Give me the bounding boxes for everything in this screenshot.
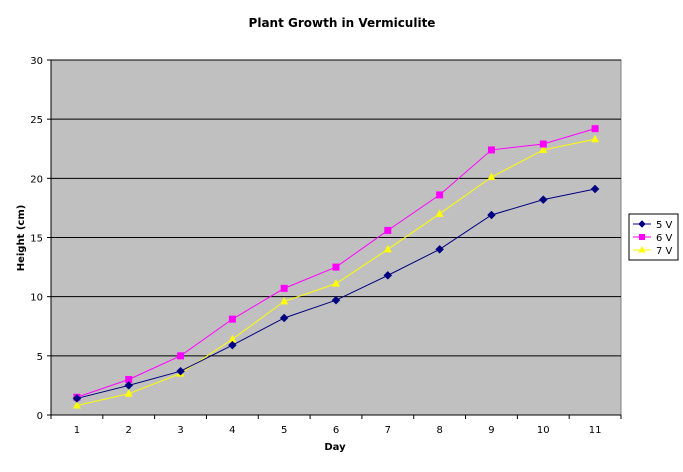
data-point-5v [72, 394, 82, 403]
data-point-7v [539, 145, 548, 153]
data-point-5v [279, 313, 289, 323]
x-tick-label: 4 [229, 425, 235, 436]
y-tick-label: 25 [30, 115, 43, 126]
data-point-6v [280, 284, 288, 292]
y-tick-label: 30 [30, 56, 43, 67]
y-tick-label: 15 [30, 234, 43, 245]
x-tick-label: 3 [177, 425, 183, 436]
x-tick-label: 1 [74, 425, 80, 436]
data-point-5v [228, 340, 237, 350]
data-point-6v [436, 191, 444, 199]
y-tick-label: 0 [37, 411, 43, 422]
data-point-6v [177, 352, 185, 360]
plot-area: 0 5 10 15 20 25 30 1 2 3 4 5 6 7 8 9 10 11 [30, 56, 622, 436]
x-tick-label: 10 [537, 425, 550, 436]
x-tick-label: 6 [333, 425, 339, 436]
x-tick-label: 8 [436, 425, 442, 436]
data-point-7v [591, 134, 600, 143]
data-point-6v [487, 146, 495, 154]
x-tick-label: 7 [385, 425, 391, 436]
data-point-5v [538, 195, 548, 204]
data-point-5v [176, 366, 185, 376]
y-axis-label: Height (cm) [16, 205, 27, 272]
data-point-6v [125, 376, 133, 383]
legend: 5 V 6 V 7 V [628, 213, 679, 261]
data-point-5v [435, 244, 444, 254]
data-point-7v [383, 244, 392, 253]
legend-marker-6v [639, 234, 645, 240]
y-tick-label: 10 [30, 293, 43, 304]
data-point-7v [332, 279, 340, 287]
legend-label-6v: 6 V [656, 233, 673, 244]
data-point-6v [539, 140, 547, 148]
x-tick-label: 9 [488, 425, 494, 436]
y-tick-label: 5 [37, 352, 43, 363]
data-point-7v [435, 209, 444, 217]
legend-marker-7v [638, 246, 646, 253]
data-point-5v [124, 381, 134, 390]
data-point-5v [487, 210, 496, 220]
legend-marker-5v [638, 220, 646, 228]
x-tick-label: 11 [589, 425, 602, 436]
data-point-7v [72, 401, 81, 409]
data-point-6v [384, 226, 392, 234]
x-tick-label: 2 [126, 425, 132, 436]
data-point-5v [383, 271, 393, 280]
data-point-6v [332, 263, 340, 271]
data-point-6v [591, 125, 599, 133]
data-point-5v [331, 295, 341, 305]
chart-title: Plant Growth in Vermiculite [249, 16, 436, 30]
x-tick-label: 5 [281, 425, 287, 436]
data-point-5v [590, 184, 600, 194]
legend-label-5v: 5 V [656, 220, 673, 231]
legend-label-7v: 7 V [656, 246, 673, 257]
y-tick-label: 20 [30, 174, 43, 185]
data-point-7v [280, 296, 289, 305]
data-point-7v [124, 389, 133, 397]
data-point-6v [228, 315, 236, 323]
data-point-7v [487, 172, 496, 181]
data-point-7v [228, 334, 237, 343]
x-axis-label: Day [324, 442, 346, 453]
